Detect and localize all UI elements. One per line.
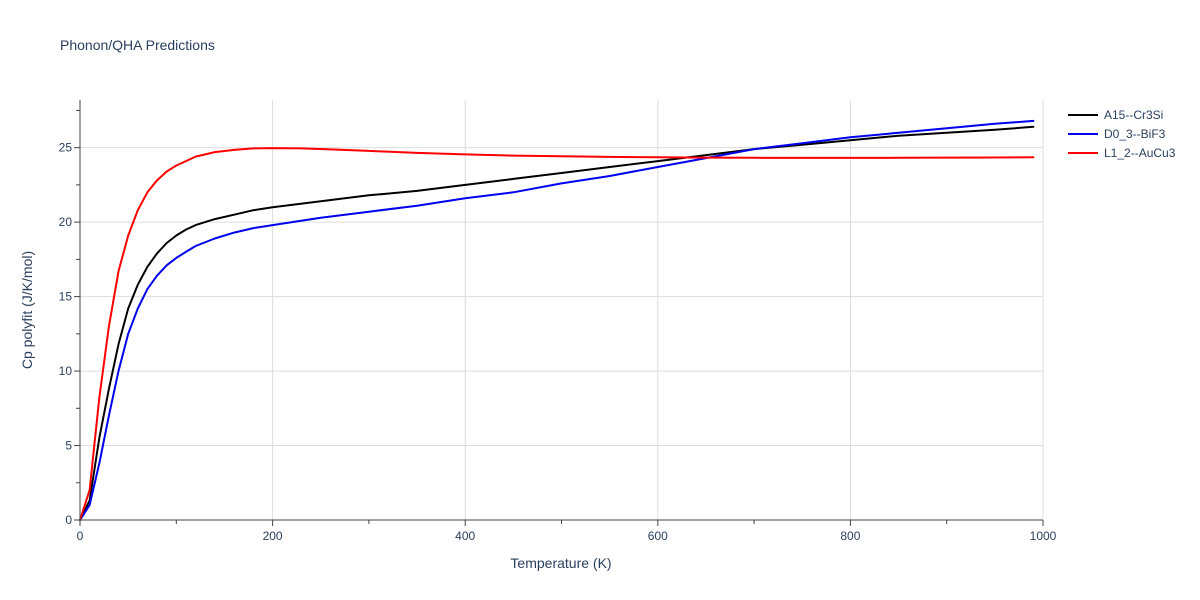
y-tick-label: 15 xyxy=(59,290,73,304)
series-line-2[interactable] xyxy=(79,147,1035,521)
series-line-0[interactable] xyxy=(79,125,1035,521)
chart-title: Phonon/QHA Predictions xyxy=(60,37,215,53)
y-tick-label: 25 xyxy=(59,141,73,155)
legend-label: L1_2--AuCu3 xyxy=(1104,146,1176,160)
x-tick-label: 600 xyxy=(648,529,668,543)
legend-label: A15--Cr3Si xyxy=(1104,108,1163,122)
plot-area xyxy=(79,119,1035,521)
y-axis-title: Cp polyfit (J/K/mol) xyxy=(19,251,35,369)
x-tick-label: 200 xyxy=(263,529,283,543)
x-tick-label: 400 xyxy=(455,529,475,543)
series-line-1[interactable] xyxy=(79,119,1035,521)
legend[interactable]: A15--Cr3Si D0_3--BiF3 L1_2--AuCu3 xyxy=(1068,108,1176,160)
legend-label: D0_3--BiF3 xyxy=(1104,127,1166,141)
grid xyxy=(80,100,1044,520)
y-tick-label: 10 xyxy=(59,364,73,378)
x-tick-label: 0 xyxy=(77,529,84,543)
x-tick-label: 800 xyxy=(840,529,860,543)
y-tick-label: 5 xyxy=(65,439,72,453)
legend-item[interactable]: D0_3--BiF3 xyxy=(1068,127,1166,141)
y-tick-label: 0 xyxy=(65,513,72,527)
y-tick-label: 20 xyxy=(59,215,73,229)
axes: 0 200 400 600 800 1000 0 5 10 15 20 25 xyxy=(59,100,1057,543)
x-tick-label: 1000 xyxy=(1030,529,1057,543)
legend-item[interactable]: A15--Cr3Si xyxy=(1068,108,1163,122)
x-axis-title: Temperature (K) xyxy=(510,555,611,571)
legend-item[interactable]: L1_2--AuCu3 xyxy=(1068,146,1176,160)
